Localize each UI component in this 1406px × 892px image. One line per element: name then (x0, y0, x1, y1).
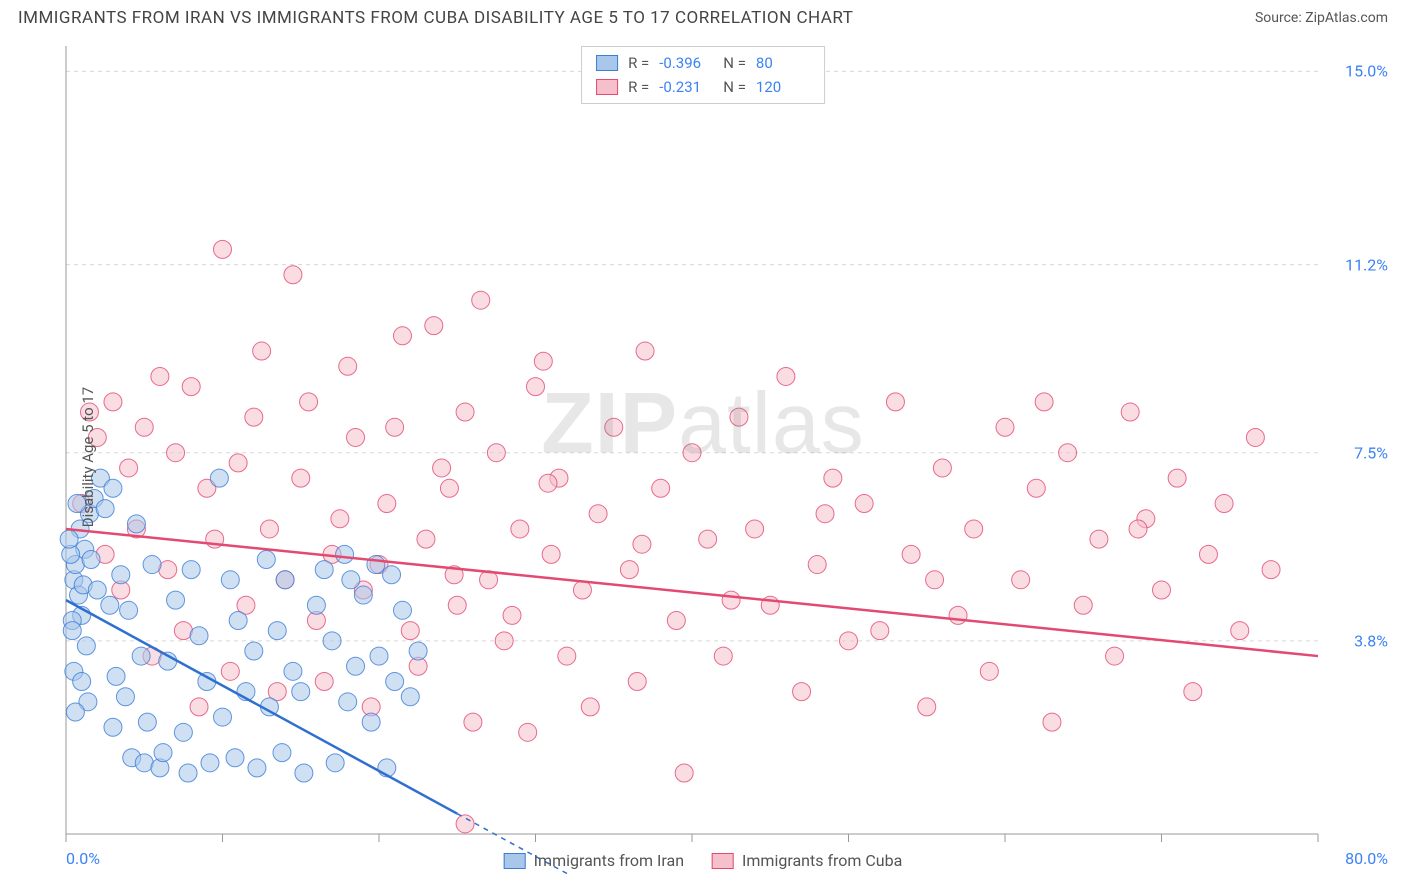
legend-swatch (504, 853, 526, 869)
source-prefix: Source: (1255, 10, 1305, 26)
legend-r-label: R = (628, 75, 649, 99)
chart-area: Disability Age 5 to 17 ZIPatlas R =-0.39… (18, 40, 1388, 874)
y-tick-label: 3.8% (1354, 631, 1388, 650)
legend-n-label: N = (723, 75, 746, 99)
legend-n-label: N = (723, 51, 746, 75)
x-axis-max-label: 80.0% (1345, 849, 1388, 868)
y-tick-label: 11.2% (1345, 255, 1388, 274)
legend-r-label: R = (628, 51, 649, 75)
x-axis-min-label: 0.0% (66, 849, 100, 868)
legend-n-value: 120 (756, 75, 810, 99)
legend-item: Immigrants from Cuba (712, 851, 902, 870)
series-legend: Immigrants from Iran Immigrants from Cuba (504, 851, 903, 870)
correlation-legend: R = -0.396 N = 80 R = -0.231 N = 120 (581, 46, 825, 104)
legend-series-name: Immigrants from Cuba (742, 851, 902, 870)
y-tick-label: 15.0% (1345, 62, 1388, 81)
legend-row: R = -0.396 N = 80 (596, 51, 810, 75)
legend-row: R = -0.231 N = 120 (596, 75, 810, 99)
y-axis-label: Disability Age 5 to 17 (79, 387, 97, 527)
legend-r-value: -0.231 (659, 75, 713, 99)
legend-n-value: 80 (756, 51, 810, 75)
legend-swatch (596, 55, 618, 71)
source-link[interactable]: ZipAtlas.com (1305, 10, 1388, 26)
source-attribution: Source: ZipAtlas.com (1255, 10, 1388, 26)
y-tick-label: 7.5% (1354, 443, 1388, 462)
legend-series-name: Immigrants from Iran (534, 851, 684, 870)
legend-r-value: -0.396 (659, 51, 713, 75)
legend-swatch (596, 79, 618, 95)
chart-title: IMMIGRANTS FROM IRAN VS IMMIGRANTS FROM … (18, 8, 853, 28)
legend-swatch (712, 853, 734, 869)
scatter-plot (18, 40, 1388, 874)
legend-item: Immigrants from Iran (504, 851, 684, 870)
